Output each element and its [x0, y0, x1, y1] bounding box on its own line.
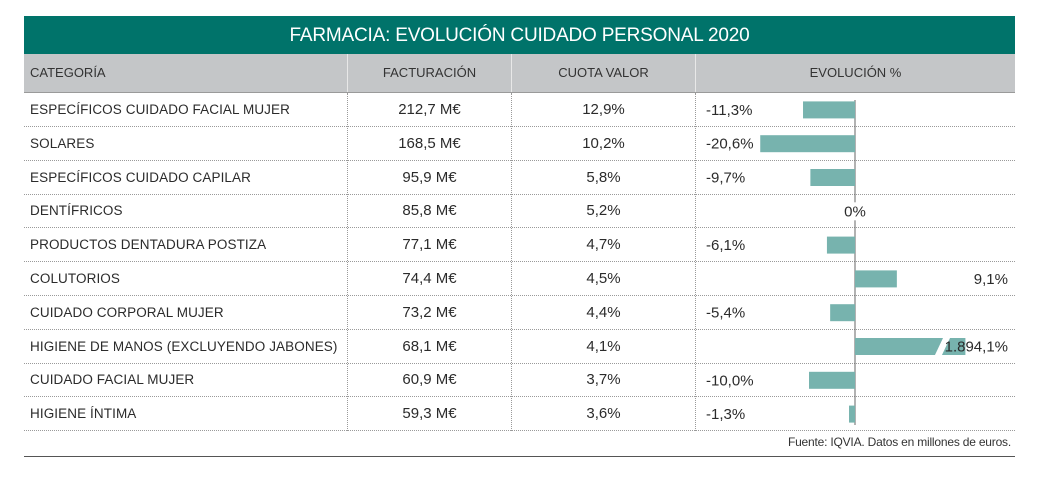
header-divider [695, 54, 696, 92]
table-body: ESPECÍFICOS CUIDADO FACIAL MUJER 212,7 M€… [24, 93, 1015, 433]
evolution-bar [849, 405, 855, 423]
revenue-cell: 68,1 M€ [402, 337, 457, 355]
category-cell: COLUTORIOS [30, 271, 121, 286]
header-revenue: FACTURACIÓN [382, 65, 477, 80]
evolution-bar [803, 101, 855, 119]
category-cell: DENTÍFRICOS [30, 203, 123, 219]
category-cell: PRODUCTOS DENTADURA POSTIZA [30, 237, 267, 253]
evolution-bar-chart: -11,3% -20,6% -9,7% 0% -6,1% 9,1% -5,4% 1.894,1… [706, 100, 1008, 425]
axis-break-mark [934, 337, 951, 356]
share-cell: 10,2% [582, 134, 625, 152]
header-share: CUOTA VALOR [558, 65, 649, 80]
evolution-bar [810, 169, 855, 186]
source-note: Fuente: IQVIA. Datos en millones de euro… [787, 435, 1011, 449]
revenue-cell: 77,1 M€ [402, 236, 457, 254]
category-cell: ESPECÍFICOS CUIDADO FACIAL MUJER [30, 102, 290, 117]
table-row: CUIDADO FACIAL MUJER 60,9 M€ 3,7% [24, 363, 1015, 398]
revenue-cell: 74,4 M€ [402, 270, 457, 287]
evolution-bar [855, 270, 897, 288]
table-row: SOLARES 168,5 M€ 10,2% [24, 127, 1015, 161]
table-footer: Fuente: IQVIA. Datos en millones de euro… [24, 432, 1015, 457]
zero-label-background [841, 202, 869, 221]
table-row: ESPECÍFICOS CUIDADO FACIAL MUJER 212,7 M€… [24, 93, 1015, 127]
category-cell: CUIDADO FACIAL MUJER [30, 372, 195, 388]
evolution-value-label: 9,1% [974, 271, 1008, 288]
share-cell: 3,6% [586, 405, 621, 423]
table-row: DENTÍFRICOS 85,8 M€ 5,2% [24, 194, 1015, 229]
evolution-bar [809, 371, 855, 389]
category-cell: HIGIENE DE MANOS (EXCLUYENDO JABONES) [30, 338, 338, 354]
category-cell: ESPECÍFICOS CUIDADO CAPILAR [30, 169, 251, 185]
evolution-value-label: 0% [844, 203, 866, 220]
share-cell: 3,7% [586, 371, 621, 389]
evolution-bar [830, 304, 855, 322]
share-cell: 5,2% [586, 202, 621, 220]
revenue-cell: 95,9 M€ [402, 168, 457, 186]
table-row: ESPECÍFICOS CUIDADO CAPILAR 95,9 M€ 5,8% [24, 161, 1015, 195]
category-cell: CUIDADO CORPORAL MUJER [30, 304, 224, 320]
table-container: FARMACIA: EVOLUCIÓN CUIDADO PERSONAL 202… [24, 16, 1015, 457]
category-cell: HIGIENE ÍNTIMA [30, 406, 137, 422]
evolution-value-label: -5,4% [706, 305, 745, 322]
header-evolution: EVOLUCIÓN % [809, 65, 902, 80]
header-divider [347, 54, 348, 92]
revenue-cell: 60,9 M€ [402, 371, 457, 389]
revenue-cell: 59,3 M€ [402, 405, 457, 423]
share-cell: 12,9% [582, 101, 625, 118]
share-cell: 4,1% [586, 337, 621, 355]
evolution-value-label: -1,3% [706, 406, 745, 423]
table-row: COLUTORIOS 74,4 M€ 4,5% [24, 262, 1015, 296]
table-row: HIGIENE DE MANOS (EXCLUYENDO JABONES) 68,… [24, 330, 1015, 364]
table-row: HIGIENE ÍNTIMA 59,3 M€ 3,6% [24, 397, 1015, 432]
table-title: FARMACIA: EVOLUCIÓN CUIDADO PERSONAL 202… [24, 16, 1015, 54]
header-category: CATEGORÍA [30, 65, 106, 80]
share-cell: 4,5% [586, 270, 621, 287]
header-divider [511, 54, 512, 92]
evolution-value-label: -11,3% [706, 102, 752, 119]
evolution-value-label: -10,0% [706, 372, 754, 389]
share-cell: 4,7% [586, 236, 621, 254]
revenue-cell: 212,7 M€ [398, 101, 461, 118]
revenue-cell: 85,8 M€ [402, 202, 457, 220]
table-row: CUIDADO CORPORAL MUJER 73,2 M€ 4,4% [24, 296, 1015, 330]
evolution-bar [826, 236, 855, 254]
category-cell: SOLARES [30, 135, 95, 151]
evolution-value-label: -9,7% [706, 170, 745, 187]
revenue-cell: 73,2 M€ [402, 303, 457, 321]
share-cell: 5,8% [586, 168, 621, 186]
evolution-value-label: -20,6% [706, 136, 754, 153]
share-cell: 4,4% [586, 303, 621, 321]
evolution-bar [760, 135, 855, 153]
header-row: CATEGORÍA FACTURACIÓN CUOTA VALOR EVOLUC… [24, 54, 1015, 93]
revenue-cell: 168,5 M€ [398, 134, 461, 152]
evolution-value-label: -6,1% [706, 237, 745, 254]
evolution-value-label: 1.894,1% [945, 339, 1008, 356]
table-row: PRODUCTOS DENTADURA POSTIZA 77,1 M€ 4,7% [24, 228, 1015, 263]
